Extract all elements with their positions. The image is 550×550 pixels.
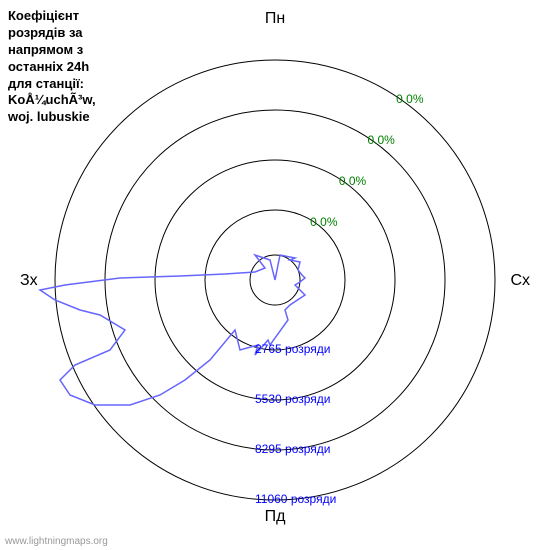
ring-count-label: 8295 розряди (255, 442, 331, 456)
polar-chart-container: Коефіцієнтрозрядів занапрямом зостанніх … (0, 0, 550, 550)
direction-north: Пн (265, 10, 285, 28)
footer-link: www.lightningmaps.org (5, 536, 108, 547)
direction-west: Зх (20, 272, 38, 290)
chart-title: Коефіцієнтрозрядів занапрямом зостанніх … (8, 8, 96, 126)
ring-pct-label: 0.0% (368, 133, 395, 147)
ring-count-label: 2765 розряди (255, 342, 331, 356)
direction-east: Сх (510, 272, 530, 290)
ring-pct-label: 0.0% (310, 215, 337, 229)
ring-count-label: 5530 розряди (255, 392, 331, 406)
direction-south: Пд (265, 508, 286, 526)
ring-pct-label: 0.0% (396, 92, 423, 106)
ring-pct-label: 0.0% (339, 174, 366, 188)
ring-count-label: 11060 розряди (255, 492, 336, 506)
